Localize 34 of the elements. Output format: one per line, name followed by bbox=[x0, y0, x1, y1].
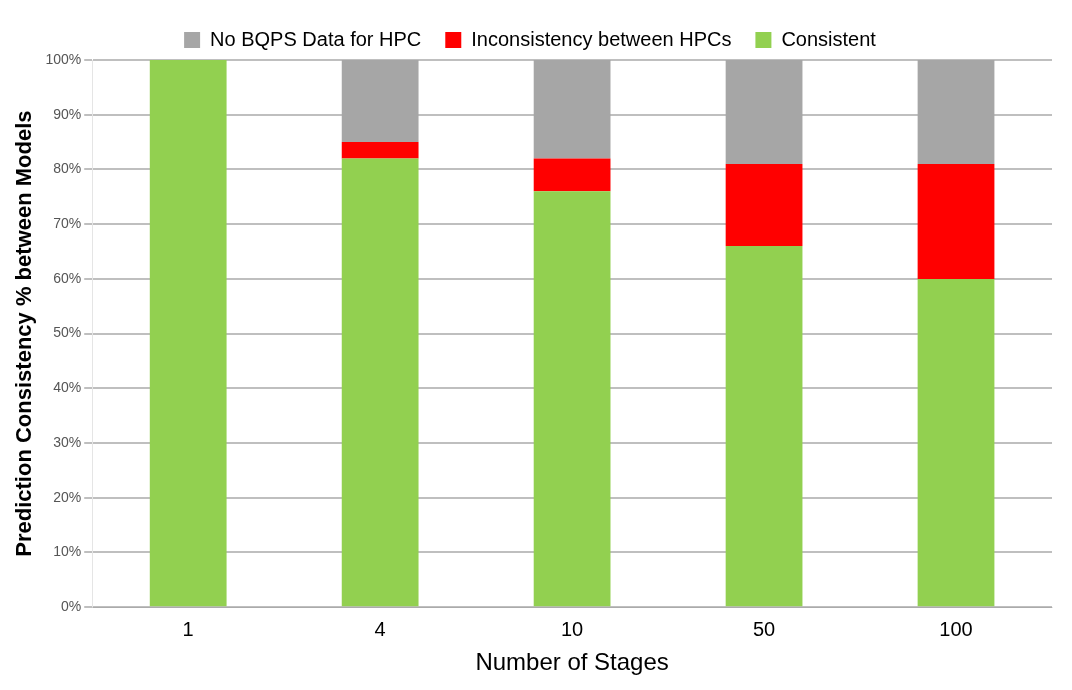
x-tick-label: 4 bbox=[374, 617, 386, 640]
y-tick-label: 50% bbox=[53, 324, 82, 341]
x-tick-label: 50 bbox=[752, 617, 776, 640]
legend-label: Consistent bbox=[781, 27, 877, 50]
bar bbox=[917, 278, 995, 607]
y-tick-label: 20% bbox=[53, 488, 82, 505]
y-tick-label: 60% bbox=[53, 269, 82, 286]
bar bbox=[917, 163, 995, 279]
bar bbox=[533, 60, 611, 159]
bar bbox=[917, 60, 995, 164]
x-tick-label: 10 bbox=[560, 617, 584, 640]
y-tick-label: 80% bbox=[53, 160, 82, 177]
y-tick-label: 0% bbox=[60, 598, 82, 615]
bar bbox=[341, 142, 419, 159]
x-tick-label: 100 bbox=[939, 617, 973, 640]
bar bbox=[725, 60, 803, 164]
bar bbox=[149, 60, 227, 607]
bar bbox=[725, 163, 803, 247]
y-tick-label: 90% bbox=[53, 105, 82, 122]
y-axis-title: Prediction Consistency % between Models bbox=[11, 110, 37, 557]
y-tick-label: 40% bbox=[53, 379, 82, 396]
y-tick-label: 70% bbox=[53, 215, 82, 232]
bar bbox=[341, 60, 419, 143]
y-tick-label: 100% bbox=[45, 50, 82, 67]
x-axis-title: Number of Stages bbox=[475, 648, 669, 676]
legend-label: Inconsistency between HPCs bbox=[471, 27, 732, 50]
legend-label: No BQPS Data for HPC bbox=[210, 27, 422, 50]
y-tick-label: 10% bbox=[53, 543, 82, 560]
x-tick-label: 1 bbox=[182, 617, 194, 640]
bar bbox=[725, 246, 803, 607]
y-tick-label: 30% bbox=[53, 433, 82, 450]
bar bbox=[533, 191, 611, 607]
bar bbox=[341, 158, 419, 607]
bar bbox=[533, 158, 611, 192]
